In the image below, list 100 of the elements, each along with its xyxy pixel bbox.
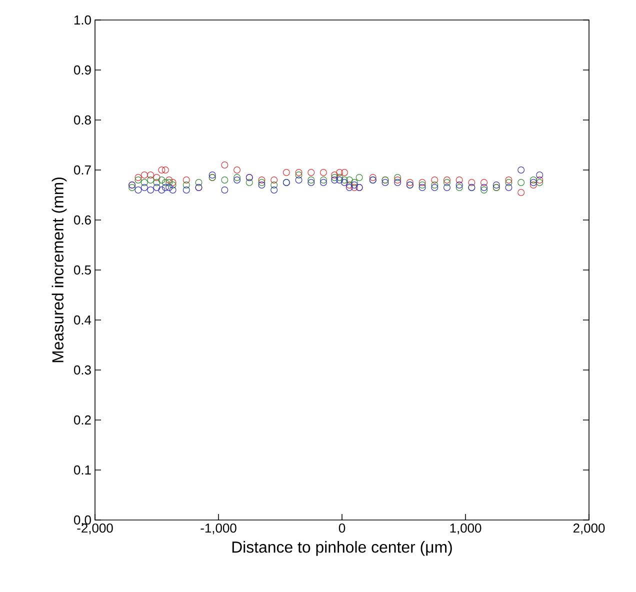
point	[431, 176, 438, 184]
point	[195, 178, 202, 186]
point	[350, 178, 358, 186]
point	[158, 166, 166, 174]
point	[140, 178, 148, 186]
x-tick-label: -2,000	[77, 524, 113, 534]
point	[169, 181, 176, 188]
x-tick-label: 2,000	[573, 524, 605, 534]
point	[308, 176, 315, 184]
point	[258, 176, 266, 184]
point	[246, 178, 253, 186]
point	[270, 176, 278, 184]
point	[492, 181, 500, 188]
point	[162, 178, 169, 186]
point	[480, 178, 488, 186]
point	[166, 184, 173, 191]
point	[158, 176, 166, 184]
point	[153, 184, 160, 191]
point	[128, 184, 136, 191]
point	[140, 171, 148, 178]
point	[331, 171, 338, 178]
point	[340, 168, 348, 176]
point	[530, 178, 537, 186]
point	[134, 176, 142, 184]
point	[182, 181, 190, 188]
point	[208, 171, 216, 178]
point	[153, 178, 160, 186]
x-axis-title: Distance to pinhole center (μm)	[232, 541, 452, 556]
point	[320, 168, 327, 176]
x-tick-label: 1,000	[450, 524, 482, 534]
point	[331, 176, 338, 184]
x-tick-label: -1,000	[200, 524, 236, 534]
y-tick-label: 0.9	[74, 65, 91, 75]
y-tick-label: 0.1	[74, 465, 91, 475]
point	[153, 174, 160, 181]
x-tick-label: 0	[338, 524, 346, 533]
point	[350, 181, 358, 188]
point	[536, 176, 544, 184]
point	[134, 174, 142, 181]
point	[308, 168, 315, 176]
point	[536, 178, 544, 186]
point	[394, 178, 402, 186]
point	[182, 176, 190, 184]
point	[394, 174, 402, 181]
point	[369, 174, 376, 181]
point	[443, 184, 450, 191]
point	[456, 184, 463, 191]
y-tick-label: 0.5	[74, 265, 91, 275]
point	[480, 184, 488, 191]
y-tick-label: 0.7	[74, 165, 91, 175]
point	[431, 181, 438, 188]
point	[295, 168, 302, 176]
point	[406, 178, 414, 186]
point	[356, 174, 363, 181]
point	[336, 174, 344, 181]
point	[308, 178, 315, 186]
point	[166, 176, 173, 184]
point	[270, 186, 278, 194]
point	[530, 181, 537, 188]
point	[140, 184, 148, 191]
y-tick-label: 0.8	[74, 115, 91, 125]
point	[147, 176, 154, 184]
point	[331, 174, 338, 181]
point	[320, 178, 327, 186]
point	[340, 178, 348, 186]
point	[346, 181, 353, 188]
point	[518, 188, 525, 196]
point	[162, 166, 169, 174]
point	[518, 166, 525, 174]
point	[336, 168, 344, 176]
point	[382, 178, 389, 186]
point	[518, 178, 525, 186]
point	[443, 178, 450, 186]
point	[158, 186, 166, 194]
point	[221, 161, 228, 168]
point	[505, 178, 512, 186]
point	[346, 184, 353, 191]
point	[418, 181, 426, 188]
point	[340, 176, 348, 184]
point	[320, 176, 327, 184]
point	[166, 178, 173, 186]
point	[221, 176, 228, 184]
point	[480, 186, 488, 194]
point	[295, 176, 302, 184]
point	[536, 171, 544, 178]
point	[270, 181, 278, 188]
point	[282, 168, 290, 176]
point	[147, 186, 154, 194]
point	[418, 178, 426, 186]
point	[182, 186, 190, 194]
point	[530, 176, 537, 184]
point	[431, 184, 438, 191]
y-tick-label: 1.0	[74, 15, 91, 25]
point	[394, 176, 402, 184]
point	[418, 184, 426, 191]
point	[468, 178, 476, 186]
point	[234, 176, 241, 184]
y-tick-label: 0.4	[74, 315, 92, 325]
point	[234, 166, 241, 174]
y-tick-label: 0.2	[74, 415, 91, 425]
